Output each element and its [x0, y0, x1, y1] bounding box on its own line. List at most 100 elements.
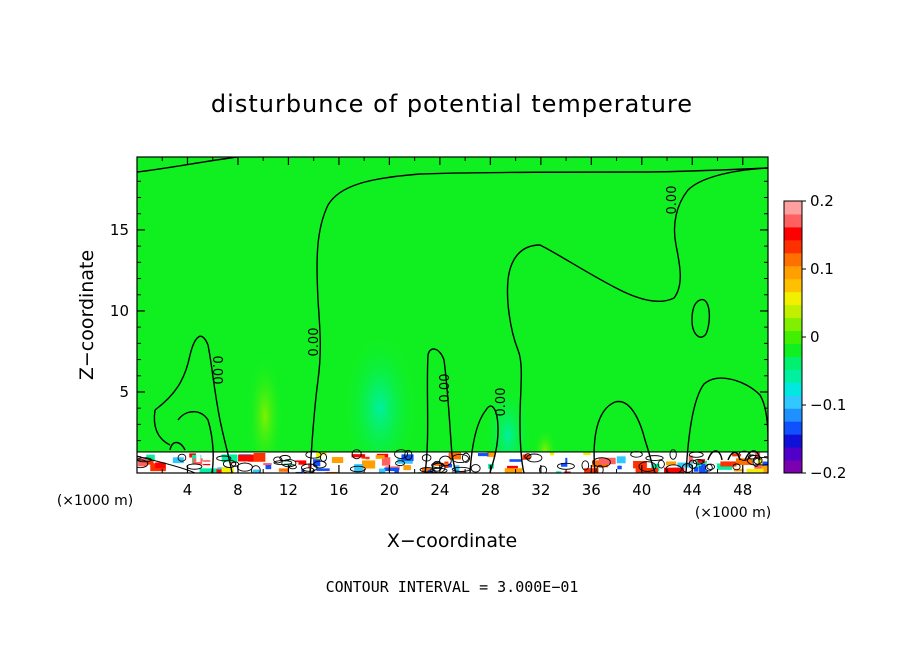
surface-cell: [421, 467, 431, 473]
surface-contour: [236, 462, 253, 472]
surface-cell: [401, 454, 414, 461]
plot-frame: [136, 156, 769, 474]
colorbar-swatch: [784, 201, 802, 215]
colorbar-swatch: [784, 226, 802, 241]
surface-contour: [752, 456, 760, 467]
surface-contour: [526, 453, 543, 463]
surface-cell: [666, 461, 677, 466]
colorbar-swatch: [784, 343, 802, 357]
surface-cell: [375, 455, 385, 459]
surface-contour: [581, 460, 590, 471]
surface-cell: [461, 452, 472, 456]
colorbar-swatch: [784, 421, 802, 435]
surface-cell: [733, 468, 744, 472]
colorbar-swatch: [784, 213, 802, 228]
surface-cell: [202, 461, 217, 464]
surface-cell: [550, 456, 566, 464]
surface-cell: [321, 455, 328, 460]
surface-cell: [699, 466, 709, 473]
surface-cell: [380, 471, 395, 473]
surface-cell: [605, 463, 618, 470]
x-tick-label: 8: [233, 481, 243, 499]
surface-cell: [414, 453, 433, 460]
surface-contour: [300, 463, 318, 472]
surface-cell: [221, 467, 234, 473]
surface-cell: [509, 459, 523, 462]
surface-cell: [361, 460, 376, 469]
colorbar-swatch: [784, 278, 802, 293]
contour-label: 0.00: [438, 374, 453, 403]
colorbar-swatch: [784, 447, 802, 461]
surface-contour: [395, 460, 405, 467]
surface-cell: [403, 465, 411, 471]
surface-contour: [470, 464, 481, 473]
surface-cell: [735, 458, 753, 465]
surface-cell: [331, 457, 344, 464]
surface-cell: [504, 468, 523, 473]
surface-cell: [196, 454, 201, 462]
surface-contour: [137, 459, 149, 469]
surface-contour: [645, 455, 664, 461]
colorbar-swatch: [784, 291, 802, 306]
surface-contour: [539, 465, 548, 473]
surface-cell: [278, 468, 293, 472]
surface-cell: [746, 468, 764, 473]
surface-contour: [461, 452, 471, 463]
x-unit-left: (×1000 m): [57, 493, 133, 509]
cool-plume-20: [342, 322, 418, 473]
surface-cell: [172, 457, 184, 464]
surface-cell: [540, 457, 550, 461]
surface-cell: [757, 457, 763, 466]
surface-cell: [354, 464, 363, 473]
x-axis: 4 8 12 16 20 24 28 32 36 40 44 48: [161, 157, 752, 499]
surface-cell: [378, 468, 386, 473]
contour-label: 0.00: [209, 356, 224, 385]
colorbar-swatch: [784, 369, 802, 383]
surface-contour: [439, 455, 452, 467]
colorbar-swatch: [784, 434, 802, 448]
surface-cell: [615, 465, 622, 470]
contour-top: [137, 157, 238, 173]
surface-cell: [705, 463, 717, 471]
contour-left-1: [154, 335, 233, 473]
x-axis-label: X−coordinate: [387, 530, 517, 552]
surface-cell: [456, 453, 473, 460]
contour-left-2: [153, 409, 171, 446]
colorbar: 0.2 0.1 0 −0.1 −0.2: [783, 192, 846, 482]
colorbar-swatch: [784, 252, 802, 267]
surface-cell: [248, 452, 266, 462]
colorbar-swatch: [784, 460, 802, 474]
x-tick-label: 40: [632, 481, 651, 499]
colorbar-swatch: [784, 330, 802, 344]
surface-contour: [596, 464, 604, 473]
surface-cell: [555, 471, 562, 473]
surface-contour: [692, 459, 704, 465]
surface-cell: [351, 454, 366, 458]
surface-cell: [664, 467, 678, 473]
x-tick-label: 4: [183, 481, 193, 499]
contour-lines: [137, 157, 768, 473]
surface-cell: [316, 468, 330, 471]
surface-cell: [381, 457, 391, 466]
chart-title: disturbunce of potential temperature: [211, 90, 693, 118]
surface-contour: [216, 455, 232, 462]
surface-contour: [669, 449, 677, 460]
contour-small-3: [744, 450, 761, 461]
colorbar-swatch: [784, 239, 802, 254]
surface-cell: [360, 465, 373, 473]
x-tick-label: 16: [329, 481, 348, 499]
surface-contour: [273, 460, 293, 466]
surface-cell: [651, 463, 660, 472]
y-axis-label: Z−coordinate: [76, 250, 98, 380]
surface-cell: [616, 456, 626, 464]
x-tick-label: 20: [380, 481, 399, 499]
contour-label: 0.00: [665, 186, 680, 215]
surface-cell: [564, 471, 571, 473]
surface-cell: [146, 454, 155, 461]
colorbar-swatch: [784, 408, 802, 422]
surface-contour: [638, 461, 657, 472]
surface-cell: [697, 459, 705, 463]
surface-cell: [486, 452, 496, 457]
surface-contour: [230, 461, 240, 467]
